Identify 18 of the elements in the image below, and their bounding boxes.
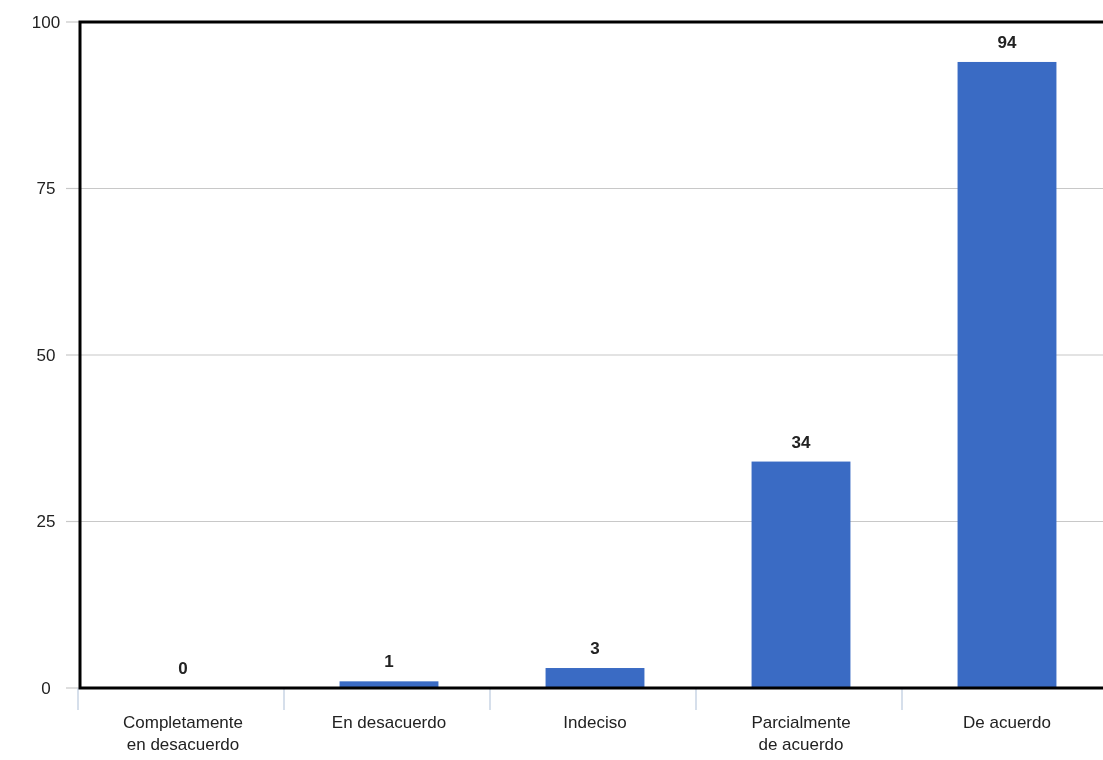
- bar: [957, 61, 1057, 688]
- x-tick-label: En desacuerdo: [331, 713, 447, 732]
- y-tick-label: 0: [41, 678, 51, 698]
- data-label: 0: [178, 659, 188, 678]
- data-label: 1: [384, 652, 394, 672]
- data-label: 34: [791, 432, 811, 452]
- y-tick-label: 100: [31, 12, 61, 32]
- y-tick-label: 25: [36, 512, 56, 532]
- data-label: 3: [590, 639, 600, 659]
- bar: [545, 668, 645, 688]
- data-label: 94: [997, 32, 1017, 52]
- x-tick-label: Indeciso: [563, 713, 627, 732]
- bar: [751, 461, 851, 688]
- x-tick-label: Completamente en desacuerdo: [122, 713, 244, 754]
- y-tick-label: 50: [36, 345, 56, 365]
- y-tick-label: 75: [36, 179, 56, 199]
- x-tick-label: Parcialmente de acuerdo: [751, 713, 851, 754]
- x-tick-label: De acuerdo: [963, 713, 1051, 732]
